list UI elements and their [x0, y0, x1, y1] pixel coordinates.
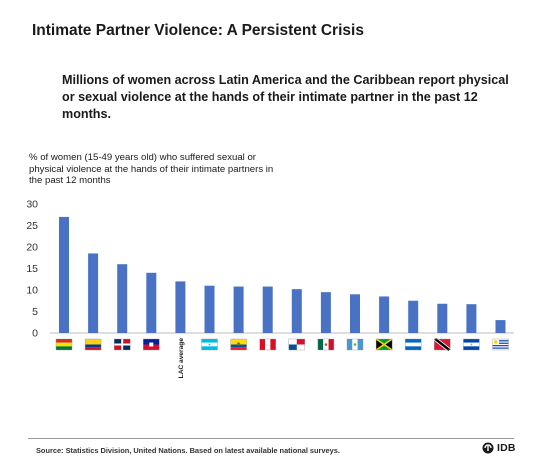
bolivia-flag-icon	[55, 338, 73, 351]
bar-panama-flag	[291, 289, 302, 333]
el-salvador-flag-icon	[463, 338, 480, 351]
dominican-republic-flag-icon	[113, 338, 131, 351]
bar-honduras-flag	[204, 285, 215, 333]
y-tick-label: 30	[26, 199, 38, 211]
bar-colombia-flag	[88, 253, 99, 333]
ecuador-flag-icon	[230, 338, 247, 351]
honduras-flag-icon	[201, 338, 218, 351]
bar-uruguay-flag	[495, 320, 506, 333]
bar-haiti-flag	[146, 272, 157, 333]
y-tick-label: 0	[32, 328, 38, 340]
y-tick-label: 10	[26, 285, 38, 297]
footer-divider	[28, 438, 514, 439]
bars	[59, 216, 506, 333]
bar-bolivia-flag	[59, 216, 69, 333]
idb-logo-icon	[482, 442, 494, 454]
idb-logo: IDB	[482, 442, 516, 454]
guatemala-flag-icon	[346, 338, 364, 351]
bar-lac-average	[175, 281, 186, 333]
chart-title: Intimate Partner Violence: A Persistent …	[32, 22, 364, 39]
x-axis-flags: LAC average	[55, 337, 509, 379]
bar-peru-flag	[262, 286, 273, 333]
haiti-flag-icon	[143, 338, 160, 351]
bar-jamaica-flag	[379, 296, 390, 333]
source-note: Source: Statistics Division, United Nati…	[36, 446, 340, 455]
mexico-flag-icon	[317, 338, 335, 351]
bar-mexico-flag	[320, 292, 331, 333]
bar-chart: 0 5 10 15 20 25 30 LAC average	[26, 199, 514, 379]
bar-ecuador-flag	[233, 286, 244, 333]
colombia-flag-icon	[84, 338, 102, 351]
y-tick-label: 5	[32, 306, 38, 318]
bar-el-salvador-flag	[466, 304, 477, 333]
chart-subtitle: Millions of women across Latin America a…	[62, 73, 509, 121]
bar-trinidad-and-tobago-flag	[437, 303, 448, 333]
x-tick-label-lac-average: LAC average	[178, 338, 185, 379]
bar-dominican-republic-flag	[117, 264, 128, 333]
uruguay-flag-icon	[492, 338, 509, 351]
y-axis-ticks: 0 5 10 15 20 25 30	[26, 199, 38, 340]
panama-flag-icon	[288, 338, 305, 351]
trinidad-and-tobago-flag-icon	[434, 337, 451, 352]
y-tick-label: 20	[26, 242, 38, 254]
jamaica-flag-icon	[375, 338, 393, 351]
y-tick-label: 15	[26, 263, 38, 275]
bar-guatemala-flag	[350, 294, 360, 333]
idb-logo-text: IDB	[497, 442, 516, 454]
peru-flag-icon	[259, 338, 276, 351]
nicaragua-flag-icon	[405, 338, 422, 351]
y-axis-label: % of women (15-49 years old) who suffere…	[29, 152, 274, 186]
y-tick-label: 25	[26, 220, 38, 232]
bar-nicaragua-flag	[408, 300, 419, 333]
